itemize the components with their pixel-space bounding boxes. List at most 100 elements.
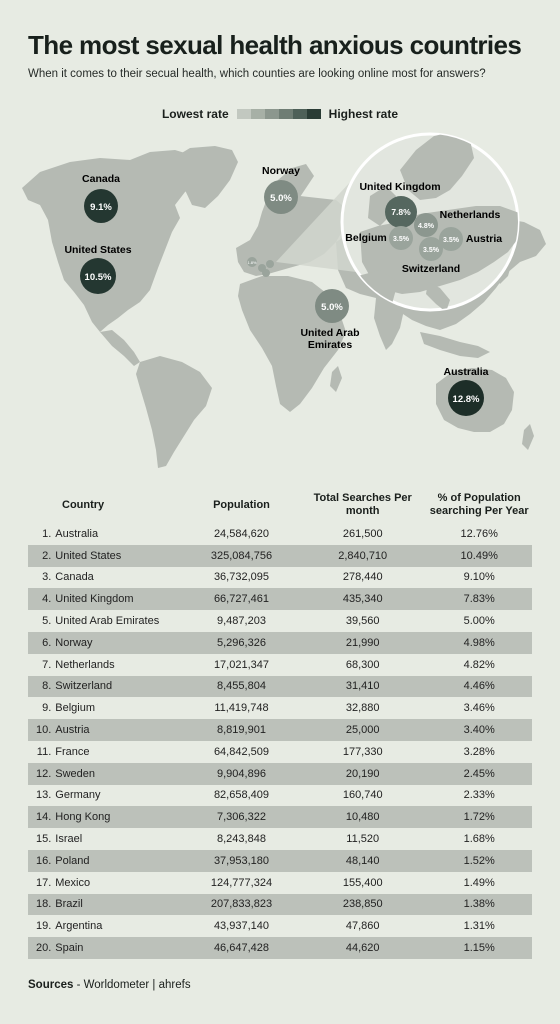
marker-circle-switzerland	[419, 237, 443, 261]
marker-circle-austria	[439, 227, 463, 251]
cell-searches: 31,410	[299, 675, 427, 698]
cell-searches: 39,560	[345, 615, 380, 628]
cell-rank: 16.	[28, 849, 56, 872]
cell-rank: 4.	[28, 588, 56, 611]
marker-value-austria: 3.5%	[443, 237, 460, 244]
sources-label: Sources	[28, 979, 74, 991]
cell-searches: 160,740	[342, 789, 383, 802]
table-row: 13. Germany 82,658,409 160,740 2.33%	[28, 785, 532, 807]
cell-country: Netherlands	[55, 658, 115, 671]
table-row: 6. Norway 5,296,326 21,990 4.98%	[28, 631, 532, 654]
cell-population: 9,904,896	[183, 762, 300, 785]
marker-value-uae: 5.0%	[321, 302, 343, 313]
cell-country: Argentina	[55, 920, 103, 933]
marker-circle-canada	[84, 189, 118, 223]
cell-percent: 5.00%	[463, 615, 495, 628]
legend-swatch	[278, 109, 293, 119]
marker-value-australia: 12.8%	[453, 394, 480, 405]
inset-land-scandinavia	[400, 134, 474, 200]
cell-searches: 21,990	[299, 631, 427, 654]
cell-percent: 4.46%	[426, 675, 532, 698]
table-row: 14. Hong Kong 7,306,322 10,480 1.72%	[28, 806, 532, 829]
marker-label-uae-line2: Emirates	[308, 339, 353, 351]
cell-country: Switzerland	[55, 675, 184, 698]
marker-label-switzerland: Switzerland	[402, 263, 460, 275]
marker-circle-united-states	[80, 258, 116, 294]
mini-marker-label: 1.8%	[247, 260, 257, 265]
cell-searches: 47,860	[345, 920, 380, 933]
marker-circle-uae	[315, 289, 349, 323]
cell-country: United Arab Emirates	[55, 615, 160, 628]
table-row: 10. Austria 8,819,901 25,000 3.40%	[28, 719, 532, 741]
land-central-america	[100, 330, 140, 366]
cell-country: Spain	[55, 937, 184, 959]
cell-rank: 17.	[35, 876, 52, 889]
cell-rank: 7.	[42, 658, 52, 671]
cell-population: 207,833,823	[183, 893, 300, 916]
marker-belgium: 3.5% Belgium	[345, 226, 413, 250]
cell-searches: 238,850	[299, 893, 427, 916]
cell-percent: 1.15%	[426, 937, 532, 959]
cell-searches: 32,880	[345, 702, 380, 715]
cell-country: Australia	[55, 527, 99, 540]
land-south-america	[136, 356, 212, 468]
cell-rank: 12.	[28, 762, 56, 785]
cell-population: 5,296,326	[183, 631, 300, 654]
cell-rank: 19.	[35, 920, 52, 933]
column-header-population: Population	[213, 498, 270, 511]
cell-population: 43,937,140	[213, 920, 269, 933]
cell-country: United Kingdom	[55, 588, 184, 611]
cell-population: 8,455,804	[183, 675, 300, 698]
table-row: 20. Spain 46,647,428 44,620 1.15%	[28, 937, 532, 959]
marker-value-netherlands: 4.8%	[418, 223, 435, 230]
country-markers: Canada 9.1% United States 10.5% Norway 5…	[64, 165, 502, 416]
cell-searches: 20,190	[299, 762, 427, 785]
cell-percent: 4.82%	[463, 658, 495, 671]
land-india	[374, 298, 404, 350]
cell-searches: 435,340	[299, 588, 427, 611]
table-header-row: Country Population Total Searches Per mo…	[28, 487, 532, 523]
land-north-america	[22, 150, 205, 332]
cell-population: 24,584,620	[213, 527, 269, 540]
land-madagascar	[330, 366, 342, 392]
cell-population: 66,727,461	[183, 588, 300, 611]
cell-population: 124,777,324	[210, 876, 273, 889]
sources-note: Sources - Worldometer | ahrefs	[28, 979, 191, 991]
cell-percent: 1.72%	[426, 806, 532, 829]
marker-circle-united-kingdom	[385, 196, 417, 228]
cell-percent: 10.49%	[426, 544, 532, 567]
legend-swatch	[236, 109, 251, 119]
cell-percent: 3.46%	[463, 702, 495, 715]
cell-population: 64,842,509	[213, 745, 269, 758]
marker-label-netherlands: Netherlands	[440, 209, 501, 221]
legend-swatch	[292, 109, 307, 119]
cell-country: Israel	[55, 833, 83, 846]
cell-rank: 3.	[42, 571, 52, 584]
sources-text: - Worldometer | ahrefs	[73, 979, 191, 991]
marker-circle-australia	[448, 380, 484, 416]
cell-searches: 25,000	[299, 719, 427, 741]
cell-rank: 9.	[42, 702, 52, 715]
marker-label-canada: Canada	[82, 173, 120, 185]
cell-percent: 1.38%	[426, 893, 532, 916]
cell-country: Hong Kong	[55, 806, 184, 829]
legend-swatch	[264, 109, 279, 119]
table-row: 17. Mexico 124,777,324 155,400 1.49%	[28, 872, 532, 894]
cell-percent: 2.33%	[463, 789, 495, 802]
table-row: 1. Australia 24,584,620 261,500 12.76%	[28, 523, 532, 545]
cell-population: 8,819,901	[183, 719, 300, 741]
marker-value-switzerland: 3.5%	[423, 247, 440, 254]
cell-country: Sweden	[55, 762, 184, 785]
cell-population: 325,084,756	[183, 544, 300, 567]
table-row: 15. Israel 8,243,848 11,520 1.68%	[28, 828, 532, 850]
cell-searches: 155,400	[342, 876, 383, 889]
cell-searches: 48,140	[299, 849, 427, 872]
cell-searches: 261,500	[342, 527, 383, 540]
table-row: 11. France 64,842,509 177,330 3.28%	[28, 741, 532, 763]
cell-population: 9,487,203	[217, 615, 266, 628]
cell-rank: 15.	[35, 833, 52, 846]
cell-country: Austria	[55, 719, 184, 741]
cell-country: Mexico	[55, 876, 91, 889]
cell-rank: 2.	[28, 544, 56, 567]
table-body: 1. Australia 24,584,620 261,500 12.76% 2. Unit…	[28, 523, 532, 959]
